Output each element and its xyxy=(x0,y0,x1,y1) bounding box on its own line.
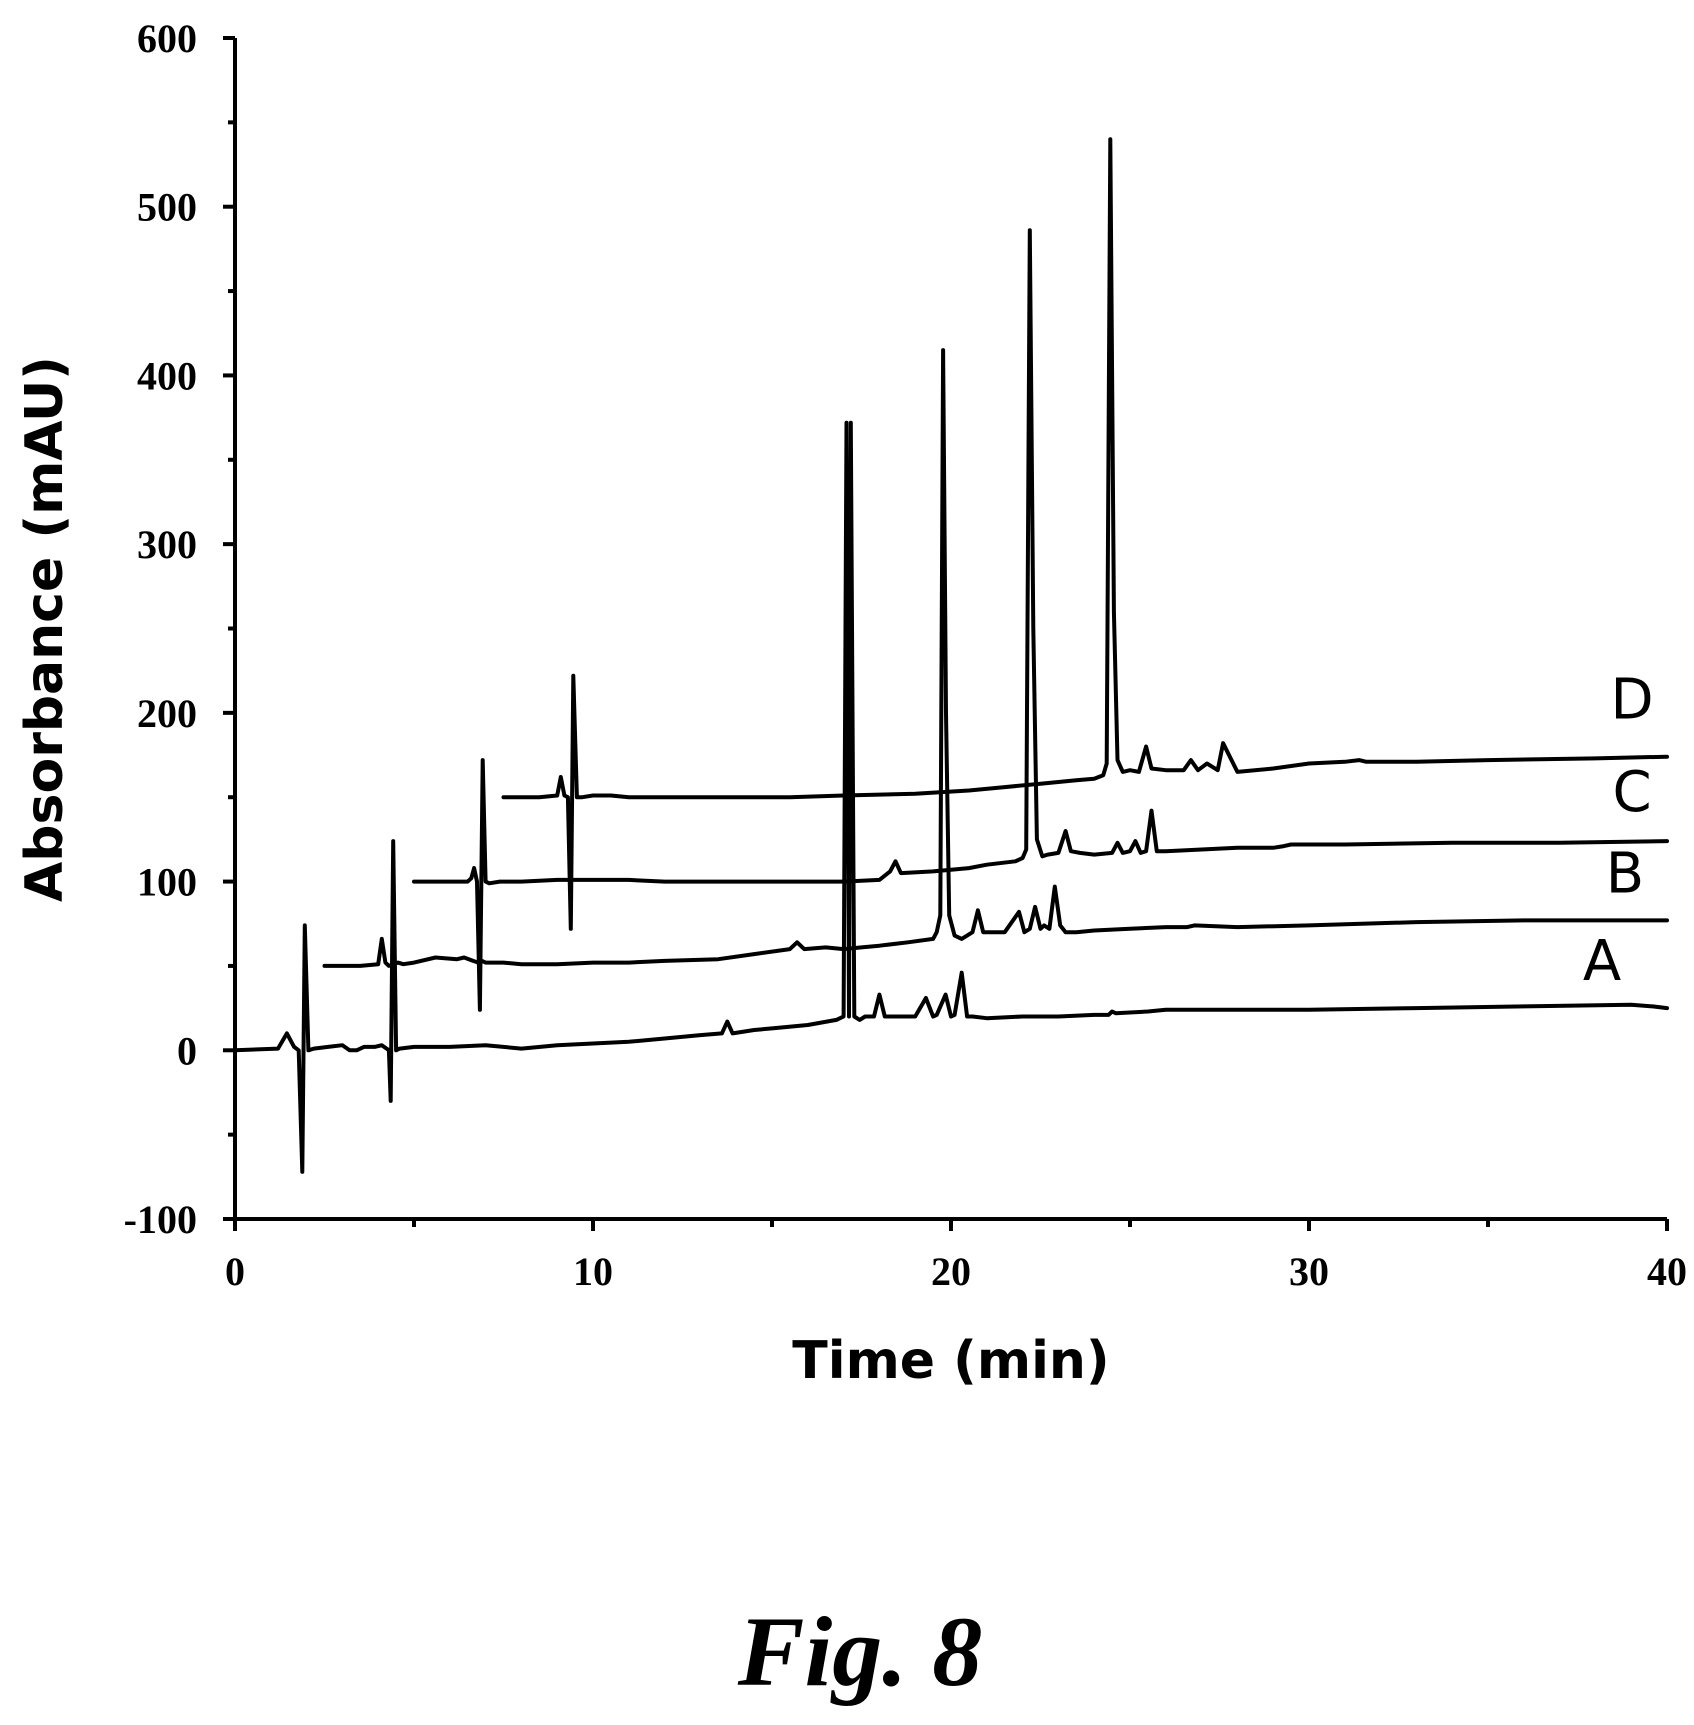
trace-a xyxy=(233,420,1669,1174)
trace-b xyxy=(322,348,1669,968)
figure-caption: Fig. 8 xyxy=(737,1596,982,1707)
y-tick-label: 200 xyxy=(137,691,197,736)
y-tick-label: 300 xyxy=(137,522,197,567)
y-tick-label: 500 xyxy=(137,185,197,230)
trace-d xyxy=(501,137,1669,931)
chromatogram-traces xyxy=(233,137,1669,1174)
trace-label-b: B xyxy=(1606,841,1644,906)
y-tick-label: -100 xyxy=(124,1197,197,1242)
trace-c xyxy=(412,228,1669,1012)
x-tick-label: 30 xyxy=(1289,1249,1329,1294)
x-axis-title: Time (min) xyxy=(792,1331,1109,1391)
x-tick-label: 20 xyxy=(931,1249,971,1294)
x-tick-label: 40 xyxy=(1647,1249,1687,1294)
y-tick-label: 400 xyxy=(137,353,197,398)
x-axis-ticks: 0 10 20 30 40 xyxy=(225,1219,1687,1294)
x-tick-label: 0 xyxy=(225,1249,245,1294)
trace-label-d: D xyxy=(1610,668,1653,733)
y-axis-ticks: -100 0 100 200 300 400 500 600 xyxy=(124,16,235,1242)
x-tick-label: 10 xyxy=(573,1249,613,1294)
y-tick-label: 600 xyxy=(137,16,197,61)
y-tick-label: 100 xyxy=(137,860,197,905)
y-axis-title: Absorbance (mAU) xyxy=(15,356,75,902)
trace-label-a: A xyxy=(1583,929,1621,994)
trace-label-c: C xyxy=(1612,760,1651,825)
y-tick-label: 0 xyxy=(177,1028,197,1073)
